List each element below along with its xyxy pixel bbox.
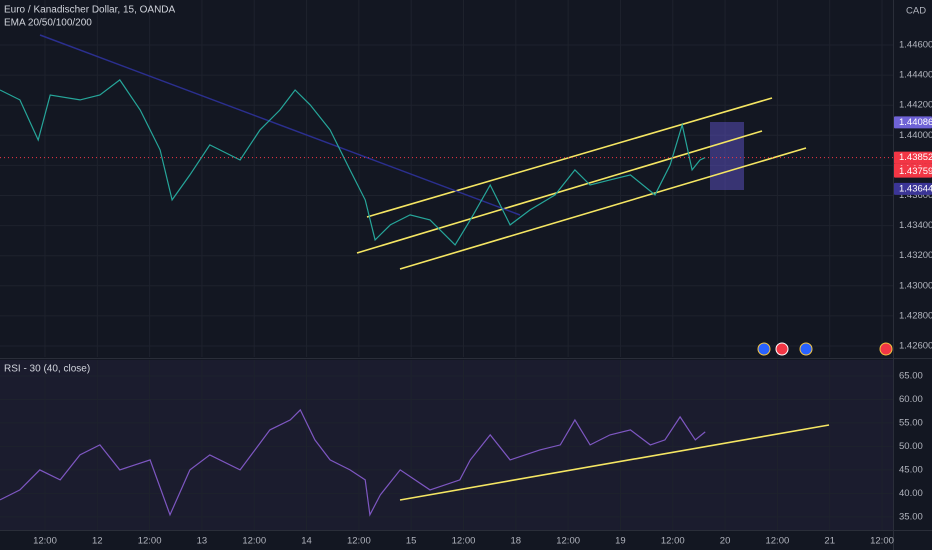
grid — [0, 0, 893, 530]
x-tick-label: 12:00 — [870, 536, 894, 547]
y-tick-label: 1.44600 — [899, 40, 932, 51]
event-icon — [775, 342, 789, 356]
x-tick-label: 21 — [824, 536, 835, 547]
price-label: 1.44086 — [899, 117, 932, 128]
ema-line — [39, 34, 521, 216]
currency-label: CAD — [906, 6, 926, 17]
indicator-label: EMA 20/50/100/200 — [4, 18, 92, 29]
x-tick-label: 13 — [197, 536, 208, 547]
price-label: 1.43644 — [899, 183, 932, 194]
x-tick-label: 12:00 — [765, 536, 789, 547]
rsi-title: RSI - 30 (40, close) — [4, 364, 90, 375]
y-tick-label: 1.43400 — [899, 220, 932, 231]
x-tick-label: 12:00 — [661, 536, 685, 547]
event-icons — [757, 342, 893, 356]
price-label-box — [894, 151, 932, 164]
price-label: 1.43852 — [899, 152, 932, 163]
x-tick-label: 15 — [406, 536, 417, 547]
rsi-trendline — [399, 424, 830, 501]
event-icon — [879, 342, 893, 356]
x-tick-label: 14 — [301, 536, 312, 547]
y-tick-label: 1.43600 — [899, 190, 932, 201]
price-label-box — [894, 116, 932, 129]
event-icon — [799, 342, 813, 356]
y-tick-label: 65.00 — [899, 370, 923, 381]
x-tick-label: 12:00 — [452, 536, 476, 547]
projection-box — [710, 122, 744, 190]
x-tick-label: 12:00 — [138, 536, 162, 547]
y-tick-label: 1.44200 — [899, 100, 932, 111]
y-tick-label: 1.44400 — [899, 70, 932, 81]
x-tick-label: 12:00 — [242, 536, 266, 547]
x-tick-label: 19 — [615, 536, 626, 547]
y-tick-label: 1.42600 — [899, 341, 932, 352]
y-tick-label: 1.42800 — [899, 310, 932, 321]
x-tick-label: 20 — [720, 536, 731, 547]
y-tick-label: 45.00 — [899, 464, 923, 475]
channel-mid — [356, 130, 763, 254]
y-tick-label: 1.43000 — [899, 280, 932, 291]
x-tick-label: 18 — [511, 536, 522, 547]
rsi-background — [0, 360, 893, 530]
price-label-box — [894, 182, 932, 195]
x-tick-label: 12:00 — [347, 536, 371, 547]
x-tick-label: 12 — [92, 536, 103, 547]
event-icon — [757, 342, 771, 356]
price-line — [0, 79, 706, 246]
x-tick-label: 12:00 — [33, 536, 57, 547]
y-tick-label: 35.00 — [899, 511, 923, 522]
price-label: 1.43759 — [899, 166, 932, 177]
y-tick-label: 55.00 — [899, 417, 923, 428]
chart-title: Euro / Kanadischer Dollar, 15, OANDA — [4, 5, 176, 16]
y-tick-label: 1.44000 — [899, 130, 932, 141]
y-tick-label: 60.00 — [899, 394, 923, 405]
y-tick-label: 40.00 — [899, 488, 923, 499]
x-tick-label: 12:00 — [556, 536, 580, 547]
channel-bottom — [399, 147, 807, 270]
y-tick-label: 1.43200 — [899, 250, 932, 261]
price-line — [0, 408, 706, 517]
trendlines — [356, 97, 830, 501]
price-label-box — [894, 165, 932, 178]
channel-top — [366, 97, 773, 218]
y-tick-label: 50.00 — [899, 441, 923, 452]
